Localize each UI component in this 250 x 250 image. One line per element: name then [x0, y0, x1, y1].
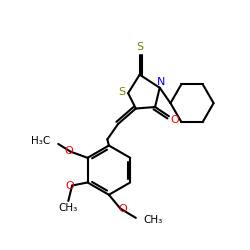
Text: O: O: [64, 146, 73, 156]
Text: CH₃: CH₃: [59, 203, 78, 213]
Text: S: S: [136, 42, 143, 52]
Text: H₃C: H₃C: [31, 136, 50, 146]
Text: N: N: [157, 76, 166, 86]
Text: O: O: [118, 204, 127, 214]
Text: O: O: [170, 115, 179, 125]
Text: S: S: [118, 86, 126, 97]
Text: O: O: [66, 180, 74, 190]
Text: CH₃: CH₃: [144, 215, 163, 225]
